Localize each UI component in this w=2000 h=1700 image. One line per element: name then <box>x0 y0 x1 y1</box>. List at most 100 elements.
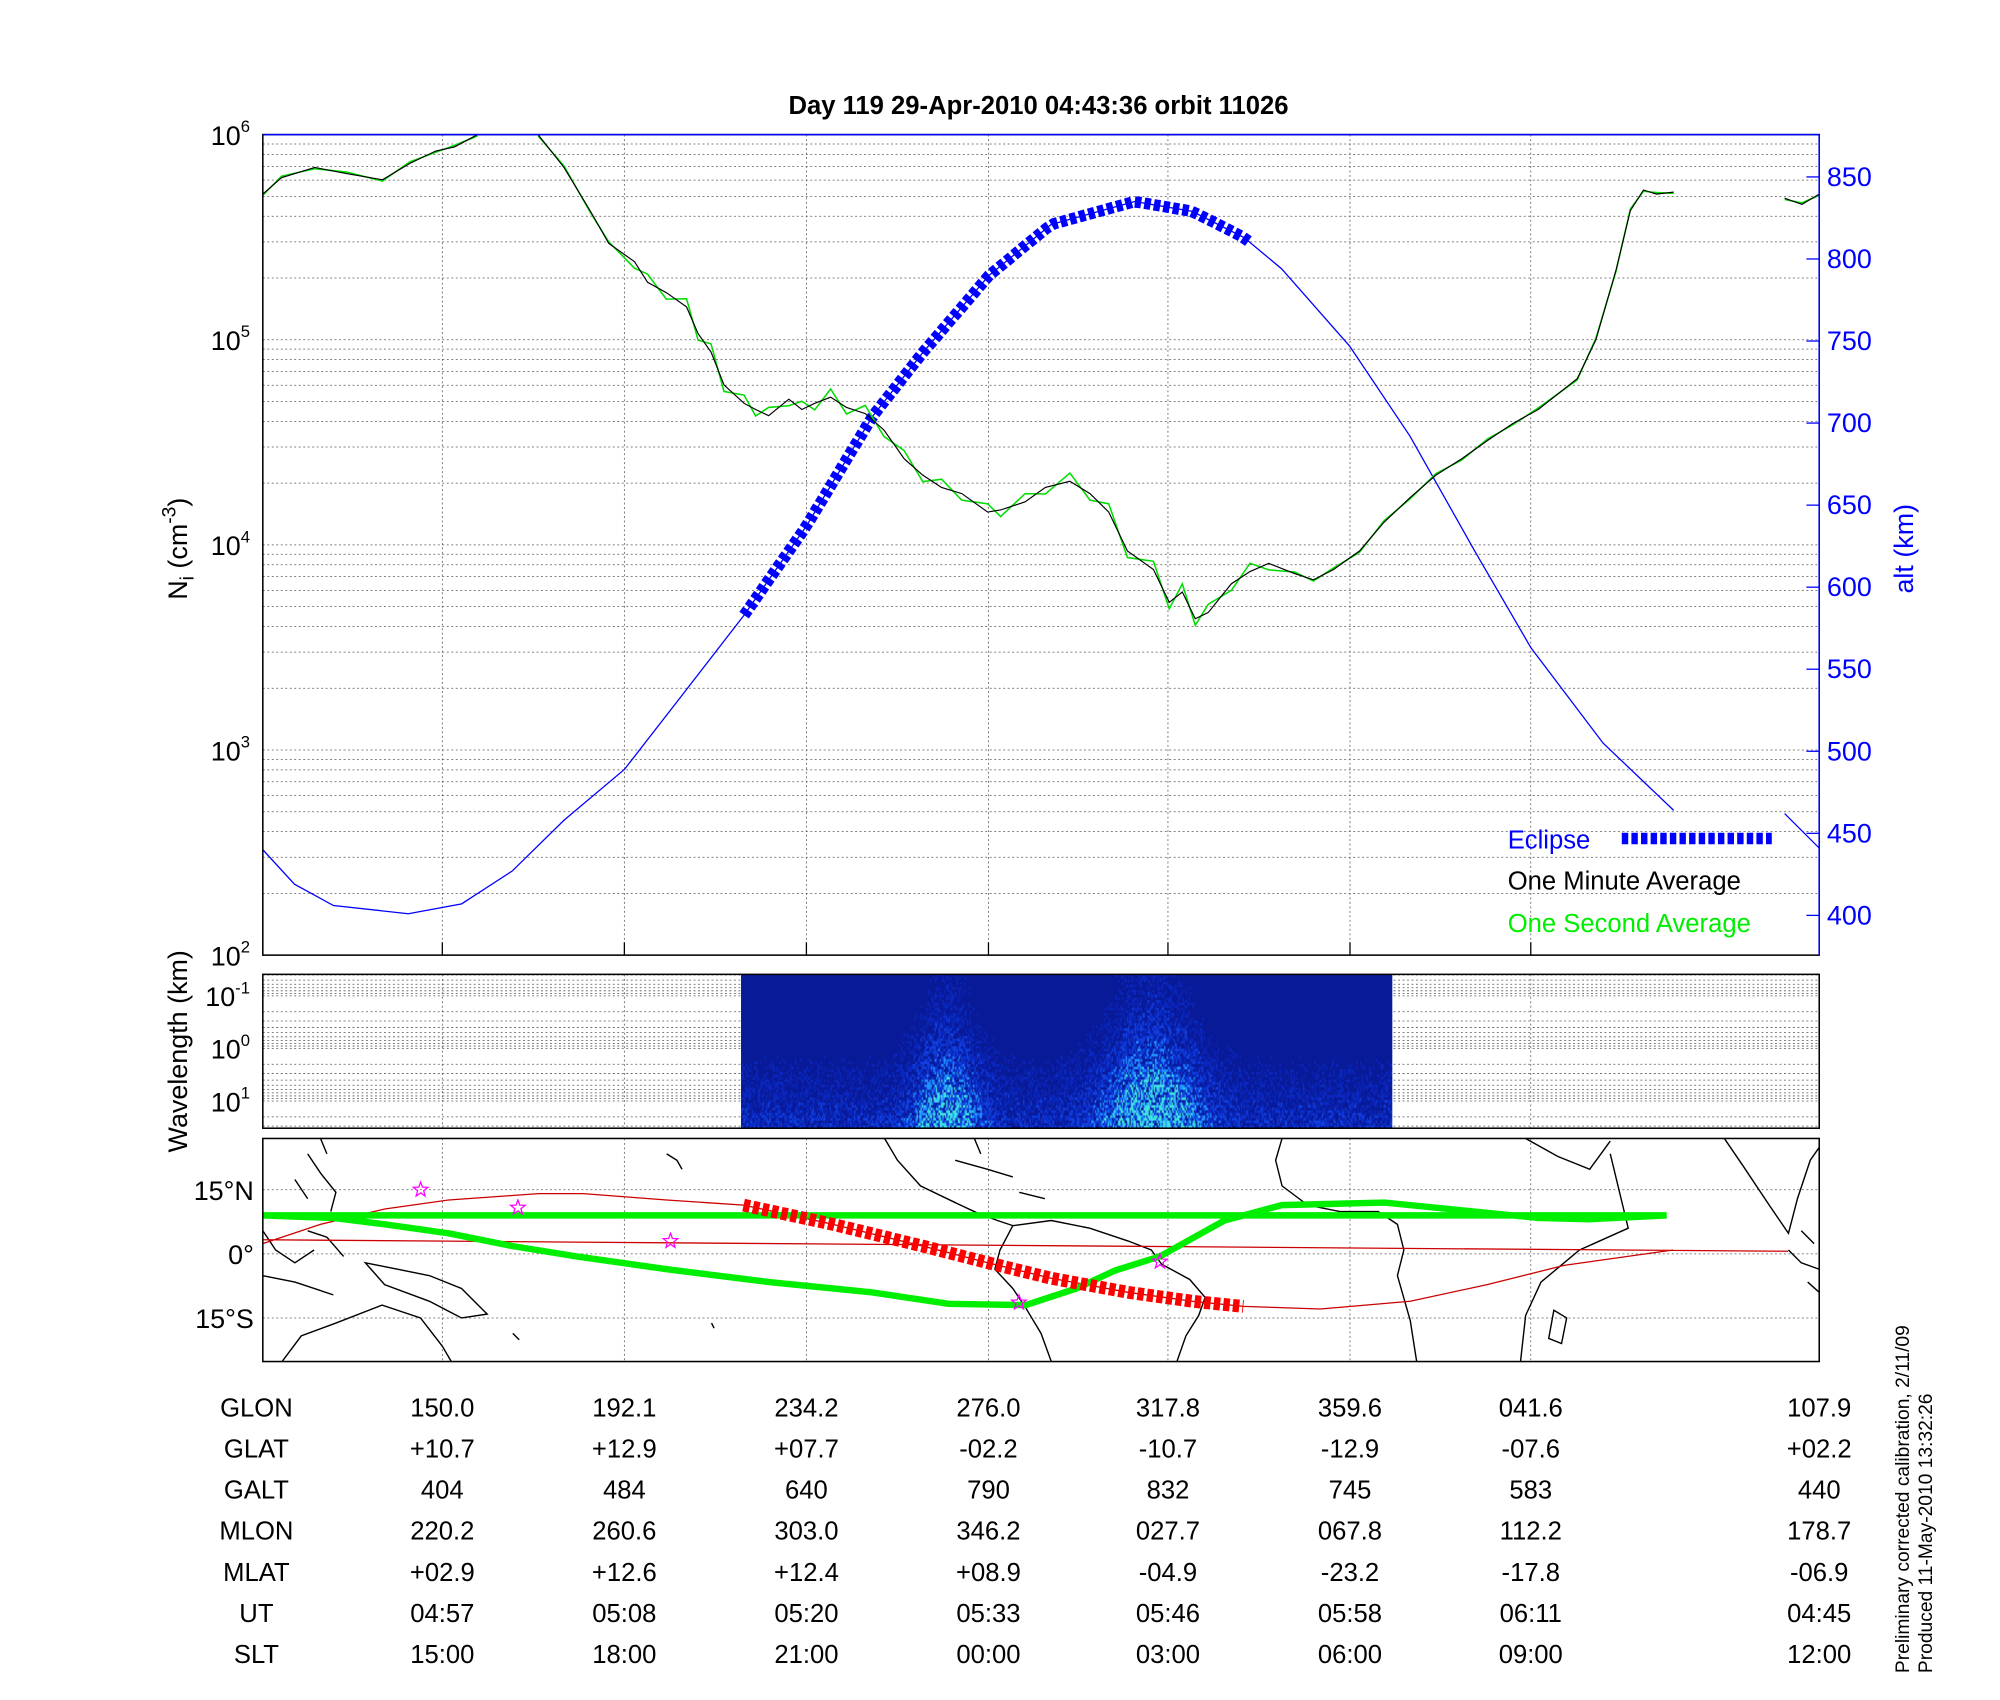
caribbean-islands <box>954 1138 1046 1200</box>
table-cell: 05:46 <box>1136 1600 1200 1628</box>
map-grid <box>262 1138 1820 1362</box>
table-cell: -02.2 <box>959 1436 1017 1464</box>
south-america-coast <box>994 1219 1206 1362</box>
row-label: GALT <box>224 1477 289 1505</box>
table-cell: -23.2 <box>1321 1559 1379 1587</box>
density-grid <box>262 134 1820 956</box>
india-coast <box>1723 1138 1820 1236</box>
madagascar-coast <box>1547 1309 1568 1345</box>
table-cell: 05:58 <box>1318 1600 1382 1628</box>
orbit-track-line <box>262 1192 1789 1310</box>
row-label: GLAT <box>224 1436 289 1464</box>
lat-label-0: 0° <box>228 1240 254 1270</box>
row-label: GLON <box>220 1395 293 1423</box>
table-cell: 346.2 <box>956 1518 1020 1546</box>
table-cell: +07.7 <box>774 1436 839 1464</box>
altitude-tick-label: 450 <box>1827 818 1872 848</box>
eclipse-track-segment <box>742 1198 1244 1313</box>
density-tick-label: 102 <box>211 938 250 972</box>
table-cell: 150.0 <box>410 1395 474 1423</box>
table-cell: 178.7 <box>1787 1518 1851 1546</box>
table-cell: 067.8 <box>1318 1518 1382 1546</box>
density-tick-label: 103 <box>211 732 250 766</box>
table-row: GLON 150.0 192.1 234.2 276.0 317.8 359.6 041.6 1… <box>220 1395 1851 1423</box>
footnote-produced: Produced 11-May-2010 13:32:26 <box>1916 1393 1937 1673</box>
map-frame <box>262 1137 1820 1363</box>
altitude-tick-label: 550 <box>1827 654 1872 684</box>
spectrogram-frame <box>262 973 1820 1129</box>
map-panel: 15°N 0° 15°S <box>194 1137 1820 1363</box>
table-cell: 03:00 <box>1136 1641 1200 1669</box>
table-row: MLON 220.2 260.6 303.0 346.2 027.7 067.8 112.2 1… <box>219 1518 1851 1546</box>
central-america-coast <box>884 1138 1014 1227</box>
altitude-tick-label: 600 <box>1827 572 1872 602</box>
row-label: MLAT <box>223 1559 290 1587</box>
density-tick-label: 105 <box>211 322 250 356</box>
table-cell: 640 <box>785 1477 828 1505</box>
spectrogram-axis-ticks: 10-1 100 101 <box>205 978 250 1117</box>
table-cell: 484 <box>603 1477 646 1505</box>
station-star-icon <box>1009 1293 1029 1311</box>
table-row: SLT 15:00 18:00 21:00 00:00 03:00 06:00 09:00 12… <box>234 1641 1851 1669</box>
eclipse-segment <box>739 196 1252 619</box>
table-cell: 12:00 <box>1787 1641 1851 1669</box>
table-cell: +12.9 <box>592 1436 657 1464</box>
table-cell: 112.2 <box>1500 1518 1562 1546</box>
table-cell: 21:00 <box>774 1641 838 1669</box>
table-cell: 05:08 <box>592 1600 656 1628</box>
station-star-icon <box>411 1180 430 1198</box>
row-label: MLON <box>219 1518 293 1546</box>
altitude-line <box>262 200 1820 915</box>
altitude-tick-label: 500 <box>1827 736 1872 766</box>
table-row: GLAT +10.7 +12.9 +07.7 -02.2 -10.7 -12.9 -07.6 +… <box>224 1436 1852 1464</box>
table-cell: 832 <box>1147 1477 1190 1505</box>
density-tick-label: 104 <box>211 527 250 561</box>
wavelength-axis-label: Wavelength (km) <box>163 950 193 1152</box>
wavelength-tick-label: 100 <box>211 1031 250 1065</box>
legend-one-minute-label: One Minute Average <box>1508 868 1741 896</box>
altitude-tick-label: 700 <box>1827 408 1872 438</box>
table-cell: 06:11 <box>1500 1600 1562 1628</box>
table-cell: 04:45 <box>1787 1600 1851 1628</box>
spectrogram-image-wrap <box>741 974 1393 1129</box>
table-cell: 00:00 <box>956 1641 1020 1669</box>
one-minute-average-line <box>262 134 1820 620</box>
southeast-asia-islands <box>1787 1230 1820 1293</box>
table-cell: 276.0 <box>956 1395 1020 1423</box>
table-cell: 359.6 <box>1318 1395 1382 1423</box>
station-star-icon <box>508 1198 528 1216</box>
australia-coast <box>281 1304 452 1362</box>
density-tick-label: 106 <box>211 117 250 151</box>
table-cell: 107.9 <box>1787 1395 1851 1423</box>
table-cell: 234.2 <box>774 1395 838 1423</box>
table-cell: 041.6 <box>1499 1395 1563 1423</box>
figure-title: Day 119 29-Apr-2010 04:43:36 orbit 11026 <box>788 92 1288 120</box>
row-label: UT <box>239 1600 274 1628</box>
dip-equator-line <box>262 1199 1667 1309</box>
table-cell: 220.2 <box>410 1518 474 1546</box>
table-cell: 745 <box>1329 1477 1372 1505</box>
density-axis-ticks: 106 105 104 103 102 <box>211 117 1532 972</box>
table-cell: 317.8 <box>1136 1395 1200 1423</box>
wavelength-tick-label: 101 <box>211 1083 250 1117</box>
table-cell: 15:00 <box>410 1641 474 1669</box>
legend-eclipse-label: Eclipse <box>1508 827 1591 855</box>
table-cell: 027.7 <box>1136 1518 1200 1546</box>
table-cell: 05:33 <box>956 1600 1020 1628</box>
table-cell: +12.6 <box>592 1559 657 1587</box>
footnote-calibration: Preliminary corrected calibration, 2/11/… <box>1893 1325 1914 1673</box>
one-second-average-line <box>262 135 1820 628</box>
table-cell: -10.7 <box>1139 1436 1197 1464</box>
table-cell: +12.4 <box>774 1559 839 1587</box>
lat-label-15n: 15°N <box>194 1176 254 1206</box>
table-cell: 18:00 <box>592 1641 656 1669</box>
station-markers <box>411 1180 1169 1311</box>
station-star-icon <box>661 1231 680 1249</box>
altitude-axis-label: alt (km) <box>1889 504 1919 594</box>
table-cell: 05:20 <box>774 1600 838 1628</box>
table-cell: 440 <box>1798 1477 1841 1505</box>
altitude-tick-label: 800 <box>1827 244 1872 274</box>
table-cell: +02.2 <box>1787 1436 1852 1464</box>
table-cell: -12.9 <box>1321 1436 1379 1464</box>
philippines-coast <box>294 1138 337 1212</box>
